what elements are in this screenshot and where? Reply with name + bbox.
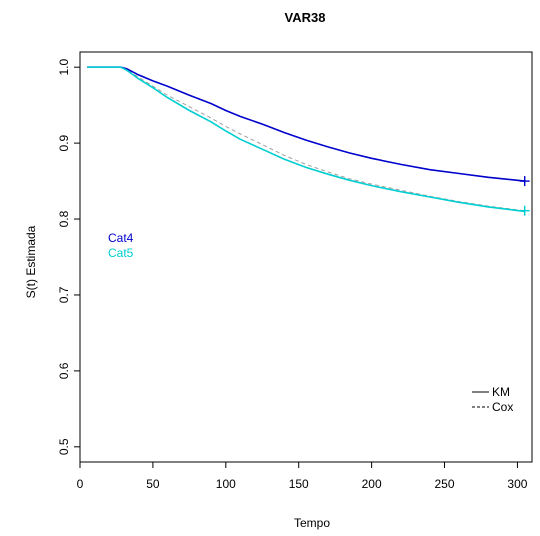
y-axis-label: S(t) Estimada	[24, 225, 38, 298]
censor-mark-cat4	[519, 176, 530, 187]
x-tick-label: 150	[289, 477, 309, 491]
x-tick-label: 250	[435, 477, 455, 491]
y-axis: 0.5 0.6 0.7 0.8 0.9 1.0	[57, 59, 80, 455]
series-line-cat4-km	[87, 66, 525, 182]
x-axis-label: Tempo	[294, 516, 330, 530]
y-tick-label: 0.6	[57, 362, 71, 379]
y-tick-label: 0.7	[57, 286, 71, 303]
series-line-cat5-km	[87, 66, 525, 213]
x-tick-label: 50	[146, 477, 160, 491]
y-tick-label: 0.9	[57, 134, 71, 151]
x-tick-label: 300	[507, 477, 527, 491]
x-tick-label: 0	[77, 477, 84, 491]
y-tick-label: 0.5	[57, 438, 71, 455]
y-tick-label: 0.8	[57, 210, 71, 227]
x-tick-label: 200	[362, 477, 382, 491]
x-axis: 0 50 100 150 200 250 300	[77, 462, 528, 491]
legend-label-cox: Cox	[492, 400, 513, 414]
series-line-cat4-cox	[87, 66, 525, 182]
chart-title: VAR38	[285, 10, 326, 25]
x-tick-label: 100	[216, 477, 236, 491]
censor-mark-cat5	[519, 205, 530, 216]
group-label-cat4: Cat4	[108, 231, 134, 245]
group-label-cat5: Cat5	[108, 246, 134, 260]
censor-marks	[519, 176, 530, 216]
y-tick-label: 1.0	[57, 59, 71, 76]
series-layer	[87, 66, 525, 213]
series-line-cat5-cox	[87, 66, 525, 212]
plot-frame	[79, 51, 533, 463]
legend-label-km: KM	[492, 385, 510, 399]
